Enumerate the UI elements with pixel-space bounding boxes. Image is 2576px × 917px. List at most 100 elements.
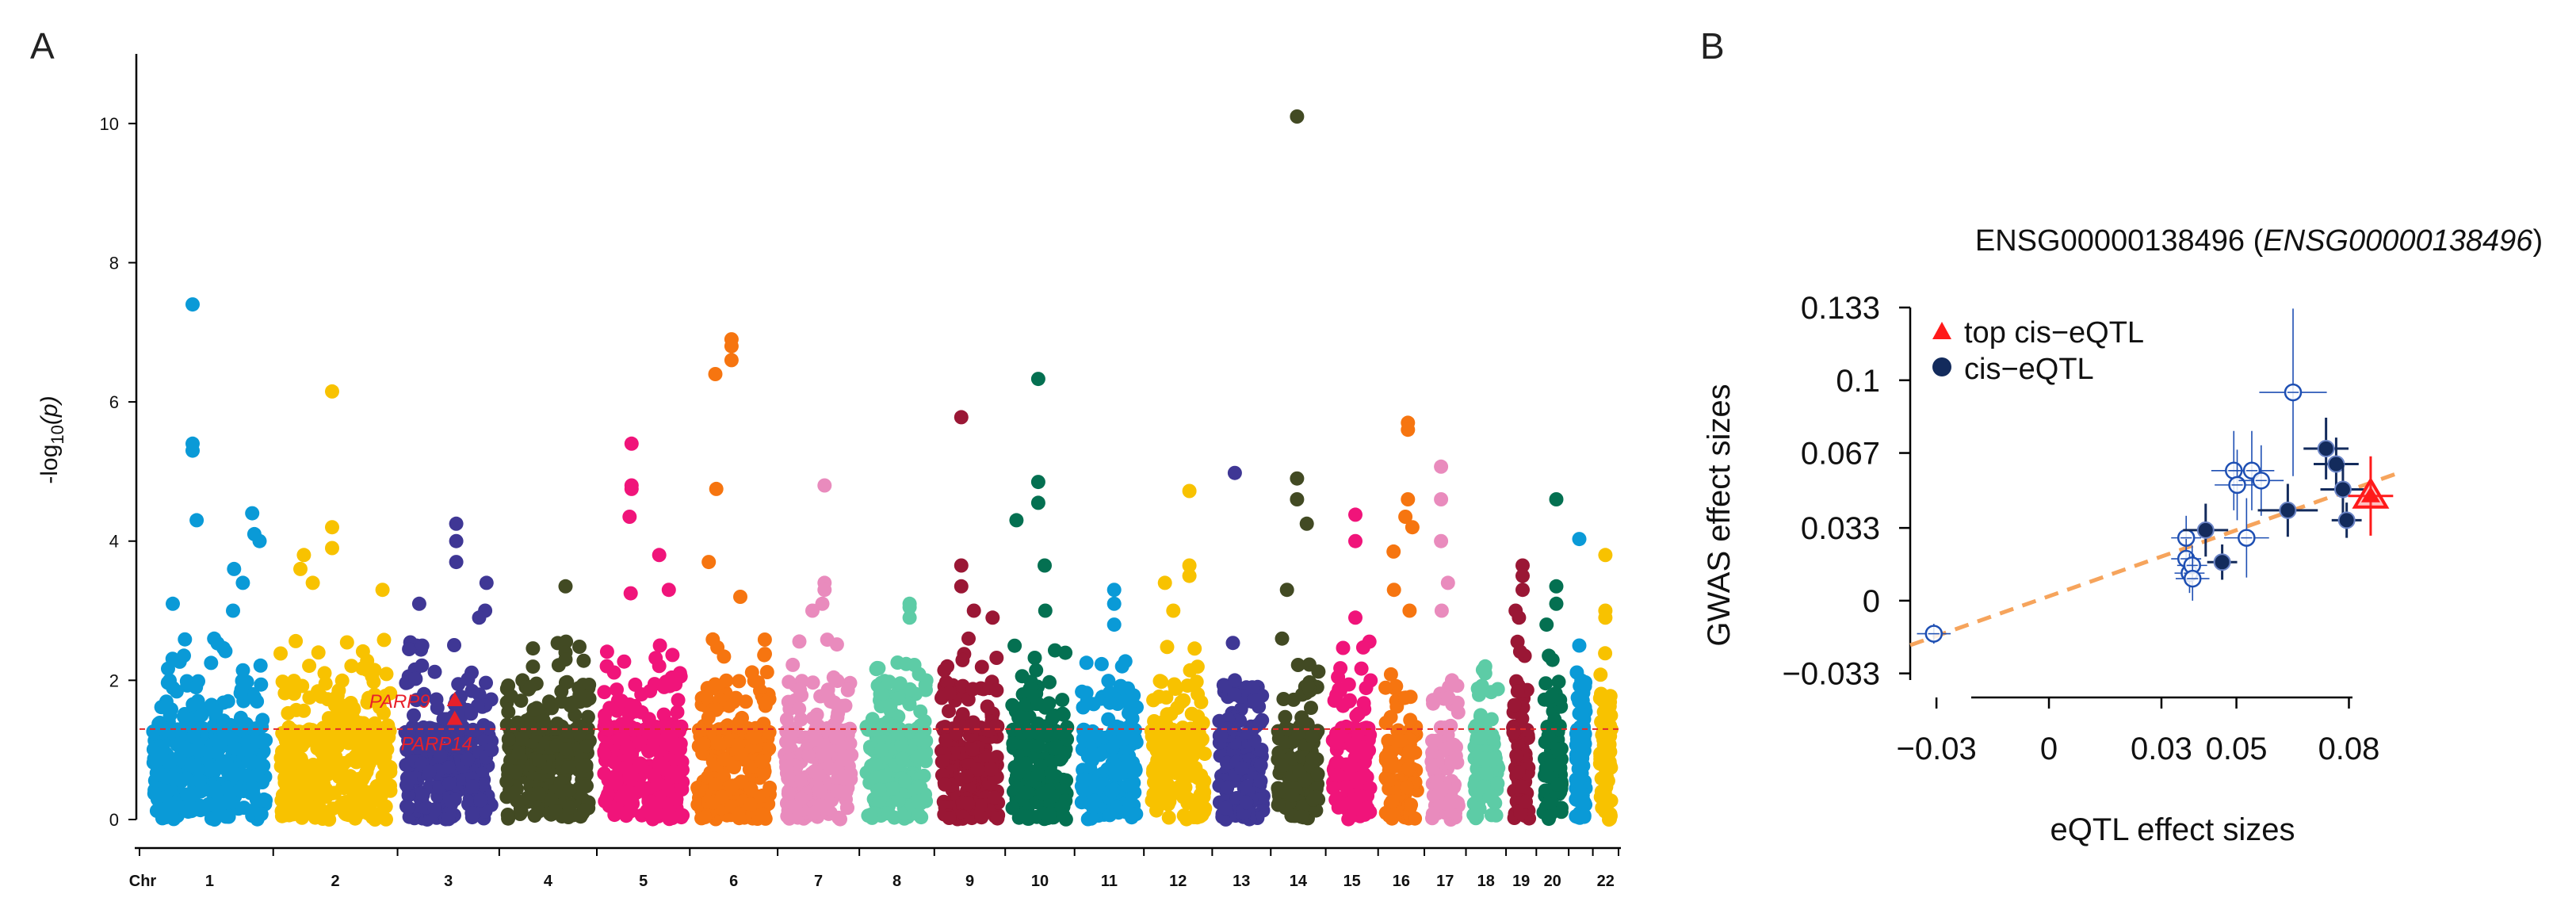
snp-point (1039, 724, 1054, 739)
manhattan-x-ticks: Chr 1 2 3 4 5 6 7 8 9 10 11 12 13 14 15 16 17 18 19 20 22 (129, 848, 1619, 890)
snp-point (1196, 789, 1211, 804)
chromosome-20-peak (1549, 492, 1564, 506)
snp-point (1515, 583, 1530, 598)
snp-point (178, 632, 193, 647)
snp-point (1042, 674, 1057, 690)
snp-point (1290, 492, 1305, 506)
snp-point (1080, 728, 1095, 742)
snp-point (1473, 751, 1488, 766)
snp-point (1553, 760, 1567, 775)
snp-point (1183, 663, 1198, 678)
snp-point (1519, 794, 1533, 809)
snp-point (1571, 751, 1586, 766)
snp-point (624, 481, 639, 496)
snp-point (1355, 640, 1370, 655)
snp-point (1103, 695, 1118, 710)
chromosome-9-points (934, 410, 1006, 827)
chromosome-18-points (1466, 659, 1506, 826)
snp-point (278, 751, 293, 766)
snp-point (527, 808, 542, 823)
snp-point (1425, 811, 1439, 826)
snp-point (624, 771, 639, 785)
snp-point (245, 755, 260, 770)
snp-point (641, 712, 656, 727)
snp-point (541, 694, 556, 709)
eqtl-y-tick-label: 0.067 (1801, 437, 1880, 472)
manhattan-y-tick-label: 0 (109, 810, 119, 830)
snp-point (607, 755, 622, 770)
snp-point (890, 726, 905, 741)
chromosome-11-points (1074, 583, 1144, 827)
snp-point (1294, 809, 1309, 824)
snp-point (1087, 793, 1103, 808)
snp-point (717, 752, 732, 767)
snp-point (401, 733, 416, 748)
snp-point (1252, 716, 1267, 731)
snp-point (253, 658, 268, 673)
snp-point (411, 596, 426, 611)
snp-point (1030, 697, 1045, 711)
snp-point (465, 806, 480, 821)
snp-point (1401, 422, 1416, 437)
snp-point (815, 596, 830, 611)
snp-point (427, 664, 442, 679)
snp-point (429, 724, 444, 739)
snp-point (1512, 644, 1527, 659)
snp-point (207, 631, 222, 646)
snp-point (464, 706, 479, 721)
snp-point (245, 506, 260, 521)
cis-eqtl-point (2183, 503, 2229, 557)
snp-point (614, 716, 629, 732)
chromosome-2-peak (325, 384, 339, 399)
snp-point (1386, 544, 1401, 559)
snp-point (758, 647, 772, 662)
chromosome-label-5: 5 (639, 873, 648, 890)
snp-point (1019, 785, 1034, 800)
chromosome-5-points (597, 436, 690, 827)
snp-point (155, 745, 170, 760)
eqtl-y-tick-label: 0.133 (1801, 291, 1880, 326)
snp-point (305, 575, 320, 590)
snp-point (1189, 722, 1204, 737)
snp-point (522, 679, 537, 694)
snp-point (759, 695, 774, 710)
snp-point (1470, 730, 1485, 745)
snp-point (247, 690, 262, 705)
snp-point (186, 729, 201, 743)
snp-point (656, 679, 671, 694)
snp-point (869, 662, 884, 677)
snp-point (168, 723, 183, 738)
snp-point (961, 780, 977, 795)
chromosome-label-7: 7 (814, 873, 823, 890)
snp-point (1509, 748, 1524, 762)
snp-point (1278, 709, 1293, 724)
snp-point (793, 682, 808, 697)
snp-point (667, 764, 681, 779)
snp-point (579, 739, 594, 754)
snp-point (759, 665, 774, 679)
snp-point (1271, 724, 1286, 739)
snp-point (826, 670, 841, 685)
snp-point (1005, 800, 1020, 816)
snp-point (356, 716, 371, 731)
snp-point (177, 648, 191, 663)
chromosome-label-18: 18 (1477, 873, 1495, 890)
snp-point (472, 610, 487, 625)
snp-point (1227, 673, 1242, 688)
snp-point (402, 642, 417, 656)
snp-point (699, 690, 714, 705)
chromosome-label-3: 3 (444, 873, 453, 890)
snp-point (550, 716, 565, 732)
cis-eqtl-point (2229, 430, 2275, 510)
snp-point (300, 796, 315, 811)
chromosome-label-6: 6 (729, 873, 738, 890)
snp-point (1385, 794, 1400, 808)
snp-point (885, 781, 900, 796)
cis-eqtl-point (2223, 498, 2269, 578)
snp-point (1351, 801, 1366, 816)
snp-point (1127, 731, 1142, 746)
panel-a-letter: A (30, 25, 55, 67)
snp-point (441, 776, 457, 791)
snp-point (1401, 492, 1416, 506)
snp-point (1152, 674, 1168, 689)
